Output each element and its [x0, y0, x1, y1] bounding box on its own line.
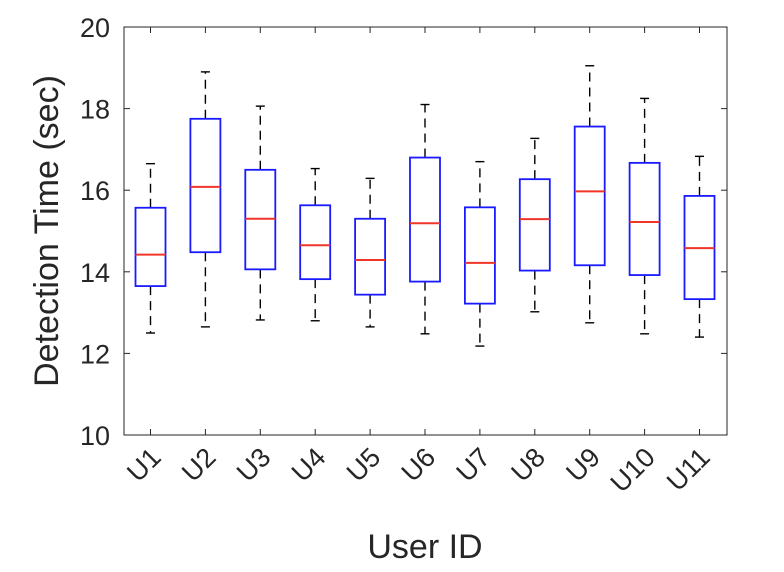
- y-tick-label: 10: [80, 421, 110, 451]
- iqr-box: [518, 178, 551, 272]
- box-U7: [463, 160, 496, 347]
- box-U3: [244, 105, 277, 321]
- box-U2: [189, 71, 222, 328]
- y-axis-title: Detection Time (sec): [28, 75, 66, 387]
- iqr-box: [354, 217, 387, 296]
- box-U1: [134, 162, 167, 334]
- iqr-box: [573, 125, 606, 267]
- plot-area: [123, 26, 728, 436]
- box-U6: [409, 103, 441, 335]
- box-U9: [573, 65, 606, 324]
- box-U4: [299, 167, 332, 322]
- iqr-box: [628, 161, 661, 276]
- boxes: [134, 65, 716, 347]
- iqr-box: [299, 204, 332, 281]
- y-tick-label: 18: [80, 95, 110, 125]
- y-axis: 10 12 14 16 18 20: [80, 13, 727, 451]
- box-U10: [628, 97, 661, 335]
- x-axis-title: User ID: [367, 528, 482, 566]
- y-tick-label: 20: [80, 13, 110, 43]
- iqr-box: [409, 156, 441, 283]
- y-tick-label: 16: [80, 176, 110, 206]
- y-tick-label: 12: [80, 339, 110, 369]
- box-U11: [683, 155, 716, 338]
- box-U5: [354, 177, 387, 328]
- iqr-box: [463, 206, 496, 305]
- box-U8: [518, 137, 551, 313]
- iqr-box: [189, 117, 222, 254]
- y-tick-label: 14: [80, 258, 110, 288]
- iqr-box: [134, 206, 167, 287]
